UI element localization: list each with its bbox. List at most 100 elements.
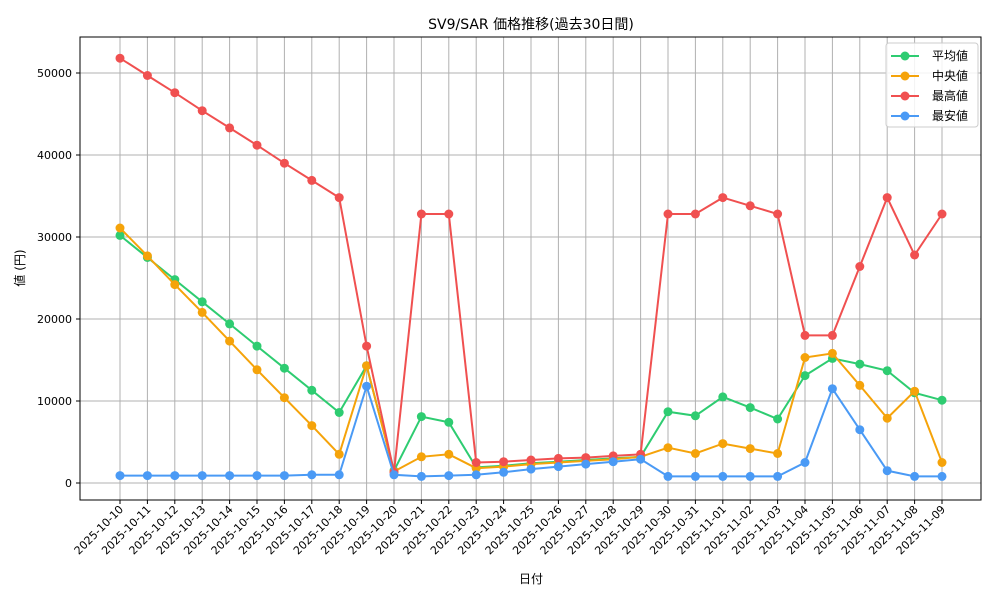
data-point <box>197 297 207 307</box>
data-point <box>690 209 700 219</box>
legend-label-max: 最高値 <box>932 88 968 103</box>
data-point <box>416 471 426 481</box>
data-point <box>800 330 810 340</box>
data-point <box>334 408 344 417</box>
y-tick-label: 40000 <box>37 149 72 162</box>
legend-label-min: 最安値 <box>932 108 968 123</box>
data-point <box>170 471 180 481</box>
data-point <box>745 201 755 211</box>
data-point <box>773 209 783 219</box>
data-point <box>718 193 728 203</box>
data-point <box>636 454 646 464</box>
data-point <box>663 209 673 219</box>
legend-item-max: 最高値 <box>891 88 968 103</box>
data-point <box>773 471 783 481</box>
data-point <box>800 458 810 467</box>
data-point <box>827 348 837 358</box>
data-point <box>444 449 454 459</box>
data-point <box>279 471 289 481</box>
data-point <box>745 471 755 481</box>
data-point <box>690 449 700 458</box>
data-point <box>663 471 673 481</box>
data-point <box>937 395 947 405</box>
data-point <box>663 443 673 453</box>
legend-item-min: 最安値 <box>891 108 968 123</box>
data-point <box>882 466 892 476</box>
data-point <box>307 470 317 480</box>
plot-area <box>79 36 982 501</box>
data-point <box>773 414 783 424</box>
legend: 平均値 中央値 最高値 最安値 <box>885 42 979 128</box>
data-point <box>827 384 837 394</box>
data-point <box>499 457 509 467</box>
data-point <box>581 459 591 469</box>
data-point <box>553 453 563 463</box>
series-2 <box>115 53 947 477</box>
data-point <box>745 444 755 454</box>
data-point <box>718 471 728 481</box>
data-point <box>581 453 591 463</box>
data-point <box>362 361 372 371</box>
data-point <box>252 140 262 150</box>
series-3 <box>115 381 947 481</box>
data-point <box>745 403 755 413</box>
data-point <box>416 412 426 422</box>
data-point <box>279 158 289 168</box>
data-point <box>773 449 783 458</box>
data-point <box>937 209 947 219</box>
y-tick-label: 0 <box>65 477 72 490</box>
data-point <box>307 421 317 431</box>
y-axis: 0 10000 20000 30000 40000 50000 <box>37 67 80 490</box>
grid-lines <box>80 37 981 500</box>
data-point <box>444 417 454 427</box>
legend-item-median: 中央値 <box>891 68 968 83</box>
data-point <box>389 470 399 480</box>
legend-item-average: 平均値 <box>891 48 968 63</box>
data-point <box>855 425 865 435</box>
data-point <box>279 363 289 373</box>
data-point <box>553 462 563 472</box>
y-tick-label: 20000 <box>37 313 72 326</box>
data-point <box>225 471 235 481</box>
data-point <box>334 193 344 203</box>
legend-marker-max <box>900 91 910 101</box>
data-point <box>882 413 892 423</box>
data-point <box>142 471 152 481</box>
data-point <box>718 439 728 449</box>
y-tick-label: 10000 <box>37 395 72 408</box>
data-point <box>690 411 700 421</box>
data-point <box>225 123 235 133</box>
x-axis-label: 日付 <box>519 572 543 586</box>
data-point <box>252 365 262 375</box>
y-tick-label: 50000 <box>37 67 72 80</box>
data-point <box>307 385 317 395</box>
legend-marker-min <box>900 111 910 121</box>
data-point <box>416 209 426 219</box>
data-point <box>225 319 235 329</box>
data-point <box>526 464 536 474</box>
data-point <box>334 470 344 480</box>
data-point <box>279 393 289 403</box>
data-point <box>115 230 125 240</box>
data-point <box>800 371 810 381</box>
data-point <box>690 471 700 481</box>
data-point <box>362 381 372 391</box>
data-point <box>362 341 372 351</box>
data-point <box>855 380 865 390</box>
data-point <box>855 262 865 271</box>
data-point <box>499 467 509 477</box>
data-point <box>910 386 920 396</box>
data-point <box>334 449 344 459</box>
data-point <box>307 175 317 185</box>
y-tick-label: 30000 <box>37 231 72 244</box>
data-point <box>937 458 947 467</box>
data-point <box>471 458 481 467</box>
data-point <box>937 471 947 481</box>
y-axis-label: 値 (円) <box>12 249 27 286</box>
data-point <box>197 307 207 317</box>
data-point <box>115 223 125 233</box>
data-point <box>115 53 125 63</box>
data-point <box>608 457 618 467</box>
data-point <box>800 353 810 362</box>
